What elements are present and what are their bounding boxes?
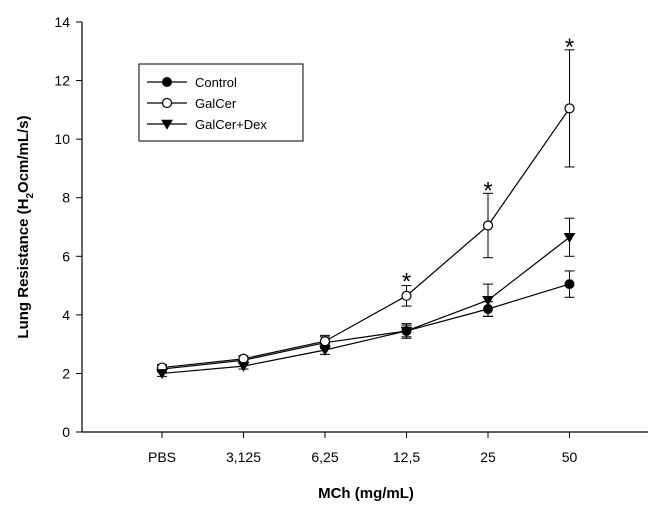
data-point xyxy=(563,233,576,243)
y-axis-ticks: 0 2 4 6 8 10 12 14 xyxy=(54,14,82,440)
data-point xyxy=(400,326,413,337)
series-galcer-dex xyxy=(156,217,576,380)
y-tick-label: 12 xyxy=(54,73,70,89)
significance-annotations: * * * xyxy=(402,34,574,295)
legend-label: GalCer xyxy=(195,96,237,111)
legend-label: GalCer+Dex xyxy=(195,117,267,132)
y-tick-label: 10 xyxy=(54,131,70,147)
data-point xyxy=(319,336,331,347)
y-axis-title-suffix: Ocm/mL/s) xyxy=(15,115,32,193)
plot-axes xyxy=(81,22,648,433)
x-tick-label: 6,25 xyxy=(311,449,338,465)
legend: Control GalCer GalCer+Dex xyxy=(138,63,304,142)
legend-marker xyxy=(161,119,173,130)
series-line xyxy=(161,236,570,375)
y-tick-label: 14 xyxy=(54,14,70,30)
data-point xyxy=(482,295,494,306)
significance-asterisk: * xyxy=(565,34,574,61)
series-line xyxy=(161,108,570,369)
series-control xyxy=(157,270,575,375)
x-tick-label: 25 xyxy=(480,449,496,465)
series-line xyxy=(161,283,570,370)
legend-marker xyxy=(161,97,173,109)
y-tick-label: 8 xyxy=(62,190,70,206)
y-tick-label: 2 xyxy=(62,365,70,381)
legend-item-galcer-dex: GalCer+Dex xyxy=(147,117,267,132)
data-point xyxy=(319,345,331,356)
y-axis-title-subscript: 2 xyxy=(25,193,36,199)
y-tick-label: 4 xyxy=(62,307,70,323)
series-galcer xyxy=(156,49,575,373)
data-point xyxy=(482,220,494,231)
significance-asterisk: * xyxy=(483,178,492,205)
data-point xyxy=(564,103,575,114)
x-tick-label: PBS xyxy=(148,449,176,465)
legend-label: Control xyxy=(195,75,237,90)
x-tick-label: 3,125 xyxy=(226,449,261,465)
y-tick-label: 6 xyxy=(62,248,70,264)
y-axis-title: Lung Resistance (H2Ocm/mL/s) xyxy=(15,115,36,338)
data-point xyxy=(401,290,412,301)
data-point xyxy=(564,279,575,290)
series-layer xyxy=(156,49,576,380)
significance-asterisk: * xyxy=(402,268,411,295)
legend-item-galcer: GalCer xyxy=(147,96,237,111)
data-point xyxy=(156,369,168,380)
legend-marker xyxy=(162,77,172,87)
x-tick-label: 50 xyxy=(562,449,578,465)
x-axis-ticks: PBS 3,125 6,25 12,5 25 50 xyxy=(148,432,578,465)
x-axis-title: MCh (mg/mL) xyxy=(318,485,414,502)
x-tick-label: 12,5 xyxy=(393,449,420,465)
data-point xyxy=(237,361,250,372)
y-axis-title-main: Lung Resistance (H xyxy=(15,199,32,339)
y-tick-label: 0 xyxy=(62,424,70,440)
legend-item-control: Control xyxy=(147,75,237,90)
